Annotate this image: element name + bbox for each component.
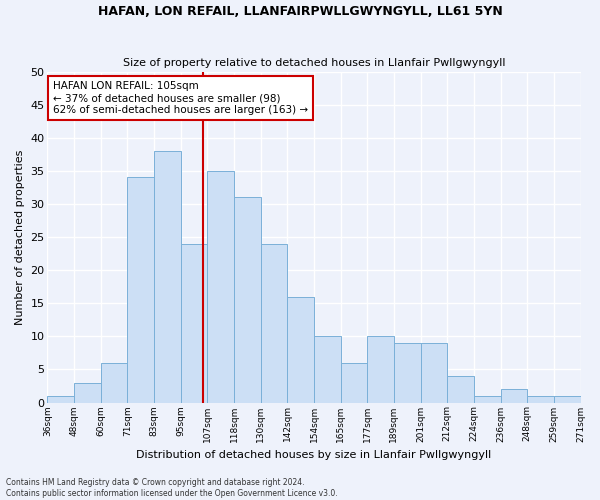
Bar xyxy=(260,244,287,402)
Bar xyxy=(287,296,314,403)
Bar xyxy=(447,376,474,402)
Bar xyxy=(181,244,208,402)
Bar xyxy=(394,343,421,402)
Bar xyxy=(208,171,234,402)
Bar xyxy=(74,382,101,402)
Bar xyxy=(314,336,341,402)
Title: Size of property relative to detached houses in Llanfair Pwllgwyngyll: Size of property relative to detached ho… xyxy=(123,58,505,68)
Bar xyxy=(341,363,367,403)
Bar xyxy=(421,343,447,402)
Bar xyxy=(234,198,260,402)
Bar xyxy=(500,390,527,402)
X-axis label: Distribution of detached houses by size in Llanfair Pwllgwyngyll: Distribution of detached houses by size … xyxy=(136,450,491,460)
Bar xyxy=(554,396,581,402)
Bar xyxy=(101,363,127,403)
Text: HAFAN LON REFAIL: 105sqm
← 37% of detached houses are smaller (98)
62% of semi-d: HAFAN LON REFAIL: 105sqm ← 37% of detach… xyxy=(53,82,308,114)
Bar xyxy=(527,396,554,402)
Text: Contains HM Land Registry data © Crown copyright and database right 2024.
Contai: Contains HM Land Registry data © Crown c… xyxy=(6,478,338,498)
Bar xyxy=(127,178,154,402)
Bar xyxy=(474,396,500,402)
Y-axis label: Number of detached properties: Number of detached properties xyxy=(15,150,25,324)
Bar xyxy=(47,396,74,402)
Text: HAFAN, LON REFAIL, LLANFAIRPWLLGWYNGYLL, LL61 5YN: HAFAN, LON REFAIL, LLANFAIRPWLLGWYNGYLL,… xyxy=(98,5,502,18)
Bar xyxy=(367,336,394,402)
Bar xyxy=(154,151,181,403)
